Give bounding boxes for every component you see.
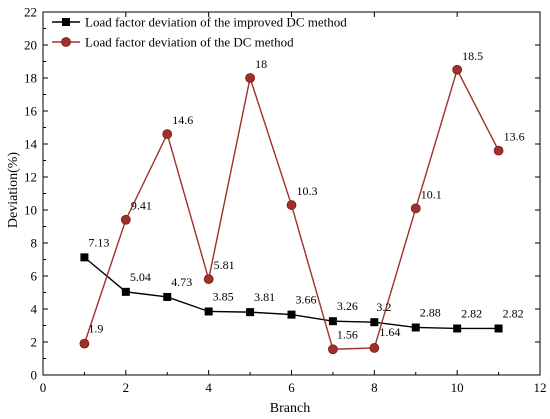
data-point-circle	[452, 64, 463, 75]
data-point-square	[204, 307, 213, 316]
x-tick-label: 2	[123, 380, 130, 395]
data-label: 1.56	[337, 327, 358, 341]
legend: Load factor deviation of the improved DC…	[52, 15, 347, 50]
y-tick-label: 4	[31, 302, 38, 317]
y-tick-label: 14	[24, 137, 38, 152]
axes: 0 2 4 6 8 10 12 0 2 4 6 8 10 12 14 16 18 20 22	[24, 5, 547, 396]
legend-marker-circle	[61, 37, 71, 47]
x-tick-label: 10	[451, 380, 464, 395]
legend-marker-square	[62, 18, 70, 26]
data-point-circle	[286, 200, 297, 210]
x-tick-label: 4	[205, 380, 212, 395]
data-label: 3.2	[376, 300, 391, 314]
data-point-square	[328, 317, 337, 326]
y-tick-label: 6	[31, 269, 38, 284]
data-point-circle	[120, 214, 131, 225]
data-labels: 7.13 5.04 4.73 3.85 3.81 3.66 3.26 3.2 2.88 2.82 2…	[88, 49, 524, 342]
data-label: 1.64	[379, 325, 400, 339]
data-point-circle	[79, 338, 90, 349]
data-label: 3.26	[337, 299, 358, 313]
data-label: 2.82	[461, 306, 482, 320]
x-tick-label: 6	[288, 380, 295, 395]
y-tick-label: 10	[24, 203, 37, 218]
data-point-square	[494, 324, 503, 333]
data-label: 4.73	[171, 275, 192, 289]
x-tick-label: 12	[534, 380, 547, 395]
x-tick-label: 8	[371, 380, 378, 395]
legend-label-2: Load factor deviation of the DC method	[85, 35, 294, 50]
data-label: 18.5	[462, 49, 483, 63]
y-tick-label: 20	[24, 38, 37, 53]
data-point-square	[287, 310, 296, 319]
data-label: 13.6	[504, 130, 525, 144]
data-point-square	[163, 292, 172, 301]
data-label: 2.88	[420, 305, 441, 319]
data-point-square	[121, 287, 130, 296]
data-label: 18	[255, 57, 267, 71]
data-label: 3.81	[254, 290, 275, 304]
data-label: 1.9	[88, 322, 103, 336]
y-tick-label: 16	[24, 104, 38, 119]
data-label: 10.1	[421, 187, 442, 201]
y-tick-label: 12	[24, 170, 37, 185]
x-tick-label: 0	[40, 380, 47, 395]
data-point-square	[246, 308, 255, 317]
y-tick-label: 22	[24, 5, 37, 20]
data-point-square	[453, 324, 462, 333]
data-point-circle	[245, 73, 255, 83]
series-group	[79, 64, 504, 355]
data-point-circle	[162, 129, 173, 140]
data-point-circle	[203, 274, 214, 285]
y-axis-title: Deviation(%)	[6, 152, 21, 229]
legend-label-1: Load factor deviation of the improved DC…	[85, 15, 347, 30]
data-label: 9.41	[131, 199, 152, 213]
data-label: 5.81	[214, 258, 235, 272]
y-tick-label: 2	[31, 335, 38, 350]
data-label: 5.04	[130, 270, 151, 284]
data-point-square	[411, 323, 420, 332]
data-point-square	[370, 318, 379, 327]
x-axis-title: Branch	[270, 401, 310, 416]
y-tick-label: 18	[24, 71, 37, 86]
data-label: 7.13	[88, 235, 109, 249]
data-label: 3.85	[213, 289, 234, 303]
data-point-square	[80, 253, 89, 262]
data-label: 14.6	[172, 113, 193, 127]
data-point-circle	[493, 145, 504, 156]
plot-frame	[42, 11, 541, 376]
data-point-circle	[410, 203, 421, 214]
y-tick-label: 0	[31, 368, 38, 383]
data-label: 3.66	[296, 293, 317, 307]
data-point-circle	[369, 343, 380, 353]
data-label: 2.82	[503, 306, 524, 320]
data-label: 10.3	[297, 184, 318, 198]
y-tick-label: 8	[31, 236, 38, 251]
data-point-circle	[328, 344, 338, 355]
